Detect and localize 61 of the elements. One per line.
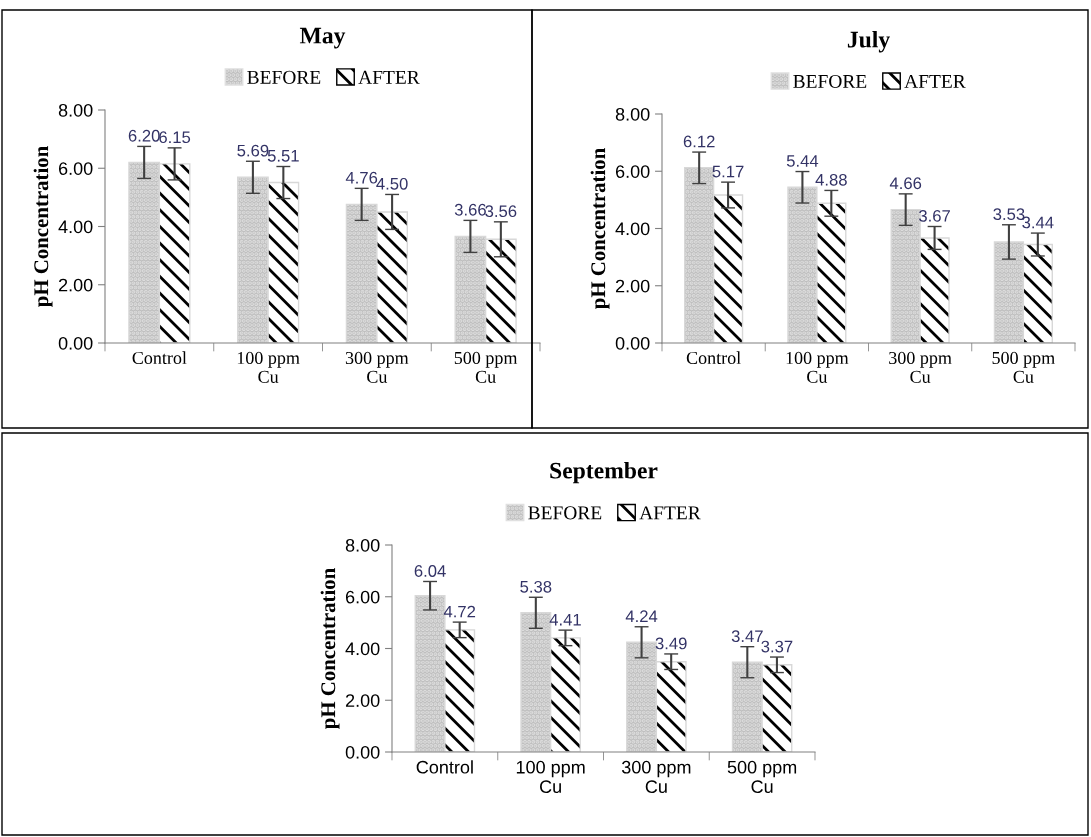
data-label: 6.20 (128, 129, 160, 142)
y-tick-label: 0.00 (58, 336, 93, 350)
y-tick-label: 8.00 (345, 538, 380, 552)
data-label: 5.17 (712, 165, 744, 178)
y-axis-title: pH Concentration (320, 568, 340, 729)
y-axis-title: pH Concentration (33, 146, 53, 307)
data-label: 5.69 (237, 144, 269, 157)
data-label: 5.38 (520, 580, 552, 593)
x-tick-label: 500 ppm Cu (727, 760, 797, 794)
data-label: 4.76 (345, 171, 378, 184)
data-label: 3.66 (454, 203, 486, 216)
legend-label: BEFORE (793, 74, 867, 88)
y-tick-label: 2.00 (615, 279, 650, 293)
x-tick-label: Control (132, 351, 187, 365)
legend-label: AFTER (639, 506, 701, 520)
chart-title: May (299, 27, 346, 49)
y-tick-label: 0.00 (615, 336, 650, 350)
x-tick-label: Control (416, 760, 473, 774)
x-tick-label: 500 ppm Cu (992, 351, 1055, 383)
chart-title: July (847, 30, 890, 53)
data-label: 6.12 (683, 135, 715, 148)
y-tick-label: 6.00 (345, 590, 380, 604)
y-tick-label: 8.00 (58, 103, 93, 117)
y-tick-label: 2.00 (58, 278, 93, 292)
data-label: 4.88 (815, 173, 847, 186)
data-label: 3.67 (919, 209, 950, 222)
chart-title: September (550, 461, 658, 484)
legend-label: BEFORE (528, 506, 602, 520)
data-label: 4.72 (443, 605, 476, 618)
x-tick-label: 300 ppm Cu (345, 351, 409, 383)
y-tick-label: 6.00 (615, 165, 650, 178)
data-label: 3.37 (761, 640, 793, 653)
data-label: 5.44 (786, 155, 819, 167)
data-label: 6.04 (414, 565, 446, 577)
data-label: 6.15 (159, 131, 191, 144)
x-tick-label: Control (686, 351, 741, 365)
data-label: 4.50 (376, 177, 408, 190)
y-tick-label: 0.00 (345, 745, 380, 759)
data-label: 3.56 (485, 205, 517, 218)
y-axis-title: pH Concentration (590, 148, 610, 309)
y-tick-label: 6.00 (58, 162, 93, 175)
y-tick-label: 8.00 (615, 107, 650, 121)
x-tick-label: 100 ppm Cu (786, 351, 849, 383)
data-label: 4.24 (625, 610, 658, 623)
x-tick-label: 300 ppm Cu (889, 351, 952, 383)
y-tick-label: 4.00 (345, 642, 380, 656)
y-tick-label: 4.00 (615, 222, 650, 236)
data-label: 4.66 (889, 177, 922, 190)
legend-label: BEFORE (247, 70, 321, 84)
data-label: 5.51 (267, 150, 299, 162)
x-tick-label: 100 ppm Cu (237, 351, 300, 383)
legend-label: AFTER (358, 70, 420, 84)
x-tick-label: 300 ppm Cu (621, 760, 691, 794)
data-label: 3.47 (731, 630, 763, 643)
y-tick-label: 2.00 (345, 694, 380, 707)
x-tick-label: 500 ppm Cu (454, 351, 518, 383)
data-label: 4.41 (549, 613, 581, 626)
legend-label: AFTER (904, 74, 966, 88)
y-tick-label: 4.00 (58, 220, 93, 234)
data-label: 3.49 (655, 637, 687, 650)
x-tick-label: 100 ppm Cu (516, 760, 585, 794)
